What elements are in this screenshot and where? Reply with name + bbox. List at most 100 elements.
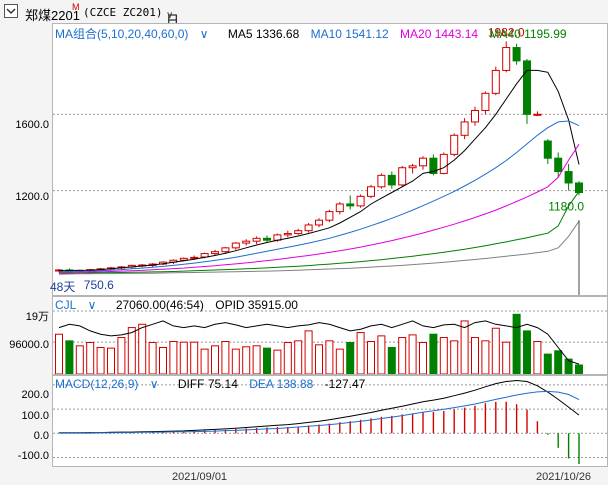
volume-bar — [159, 346, 167, 374]
ma-group-label: MA组合(5,10,20,40,60,0) — [55, 27, 189, 41]
chevron-down-icon: ∨ — [146, 377, 159, 391]
macd-tick-label: 200.0 — [21, 389, 49, 401]
price-tick-label: 1200.0 — [15, 191, 49, 203]
candle-body — [356, 195, 365, 207]
chart-menu-icon[interactable] — [4, 4, 18, 18]
candle-body — [315, 219, 323, 226]
macd-selector[interactable]: MACD(12,26,9) ∨ — [55, 377, 167, 391]
volume-bar — [169, 341, 178, 374]
volume-bar — [179, 341, 188, 374]
candle-body — [429, 157, 438, 174]
volume-bar — [450, 340, 459, 374]
price-chart: 1982.0 750.6 1180.0 — [53, 25, 607, 295]
candle-body — [325, 211, 334, 221]
candle-body — [450, 134, 459, 155]
volume-bar — [502, 341, 511, 374]
ma5-line — [58, 69, 580, 272]
chevron-down-icon: ∨ — [84, 298, 97, 312]
ma20-legend: MA20 1443.14 — [400, 27, 479, 41]
volume-bar — [190, 341, 199, 374]
candle-body — [263, 237, 271, 241]
volume-bar — [367, 341, 375, 374]
candle-body — [283, 233, 292, 236]
ma40-line — [58, 191, 580, 275]
ma60-line — [58, 220, 580, 275]
volume-bar — [86, 342, 95, 374]
contract-code: (CZCE ZC201) — [83, 6, 163, 19]
diff-line — [59, 379, 580, 434]
volume-bar — [512, 313, 521, 374]
volume-tick-label: 19万 — [25, 311, 49, 323]
volume-chart — [53, 310, 607, 374]
candle-body — [294, 230, 303, 235]
volume-bar — [533, 341, 542, 374]
ma5-legend: MA5 1336.68 — [227, 27, 300, 41]
macd-legend: MACD(12,26,9) ∨ DIFF 75.14 DEA 138.88 -1… — [55, 377, 373, 391]
candle-body — [575, 182, 583, 194]
diff-value: DIFF 75.14 — [177, 377, 238, 391]
volume-bar — [55, 333, 63, 374]
candle-body — [460, 121, 469, 136]
chevron-down-icon: ∨ — [196, 27, 209, 41]
macd-tick-label: -100.0 — [17, 450, 49, 462]
high-price-label: 1982.0 — [488, 25, 525, 39]
volume-bar — [315, 344, 323, 374]
candle-body — [335, 203, 344, 213]
volume-bar — [335, 348, 344, 374]
candle-body — [481, 92, 490, 111]
volume-bar — [127, 327, 136, 374]
volume-bar — [356, 332, 365, 374]
candle-body — [377, 174, 386, 188]
macd-label: MACD(12,26,9) — [55, 377, 139, 391]
candle-body — [242, 240, 251, 244]
x-tick-label: 2021/10/26 — [536, 471, 592, 483]
title-bar: 郑煤2201 M (CZCE ZC201) 日线 ∨ — [0, 0, 608, 47]
volume-bar — [273, 349, 282, 374]
symbol-name: 郑煤2201 — [25, 8, 80, 23]
volume-bar — [75, 345, 84, 374]
dea-value: DEA 138.88 — [249, 377, 314, 391]
ma40-legend: MA40 1195.99 — [489, 27, 567, 41]
volume-bar — [387, 346, 396, 374]
volume-bar — [138, 323, 147, 374]
volume-bar — [481, 340, 490, 374]
candle-body — [554, 157, 563, 173]
volume-bar — [200, 348, 209, 374]
volume-bar — [252, 345, 261, 374]
volume-bar — [471, 337, 479, 374]
volume-bar — [377, 335, 386, 374]
volume-bar — [575, 364, 583, 374]
volume-bar — [294, 340, 303, 374]
volume-bar — [304, 330, 313, 374]
volume-bar — [107, 347, 115, 374]
volume-bar — [408, 334, 417, 374]
macd-value: -127.47 — [324, 377, 366, 391]
candle-body — [471, 109, 479, 123]
volume-bar — [523, 330, 531, 374]
volume-bar — [564, 358, 573, 374]
last-price-label: 1180.0 — [548, 200, 584, 214]
volume-bar — [419, 342, 427, 374]
candle-body — [512, 47, 521, 62]
candle-body — [408, 165, 417, 169]
volume-bar — [429, 333, 438, 374]
main-contract-badge: M — [72, 2, 80, 12]
macd-panel[interactable] — [52, 375, 608, 467]
candle-body — [190, 256, 199, 259]
candle-body — [221, 247, 230, 253]
candle-body — [231, 242, 240, 249]
volume-bar — [263, 347, 271, 374]
volume-bar — [211, 345, 219, 374]
macd-chart — [53, 379, 607, 465]
candle-body — [252, 237, 261, 242]
low-price-label: 750.6 — [84, 278, 114, 292]
ma-group-selector[interactable]: MA组合(5,10,20,40,60,0) ∨ — [55, 27, 217, 41]
cjl-selector[interactable]: CJL ∨ — [55, 298, 104, 312]
candle-body — [533, 113, 542, 116]
candle-body — [564, 171, 573, 184]
candle-body — [398, 167, 407, 186]
cjl-label: CJL — [55, 298, 77, 312]
chevron-down-icon: ∨ — [166, 10, 174, 21]
price-panel[interactable] — [52, 23, 608, 296]
x-tick-label: 2021/09/01 — [172, 471, 228, 483]
